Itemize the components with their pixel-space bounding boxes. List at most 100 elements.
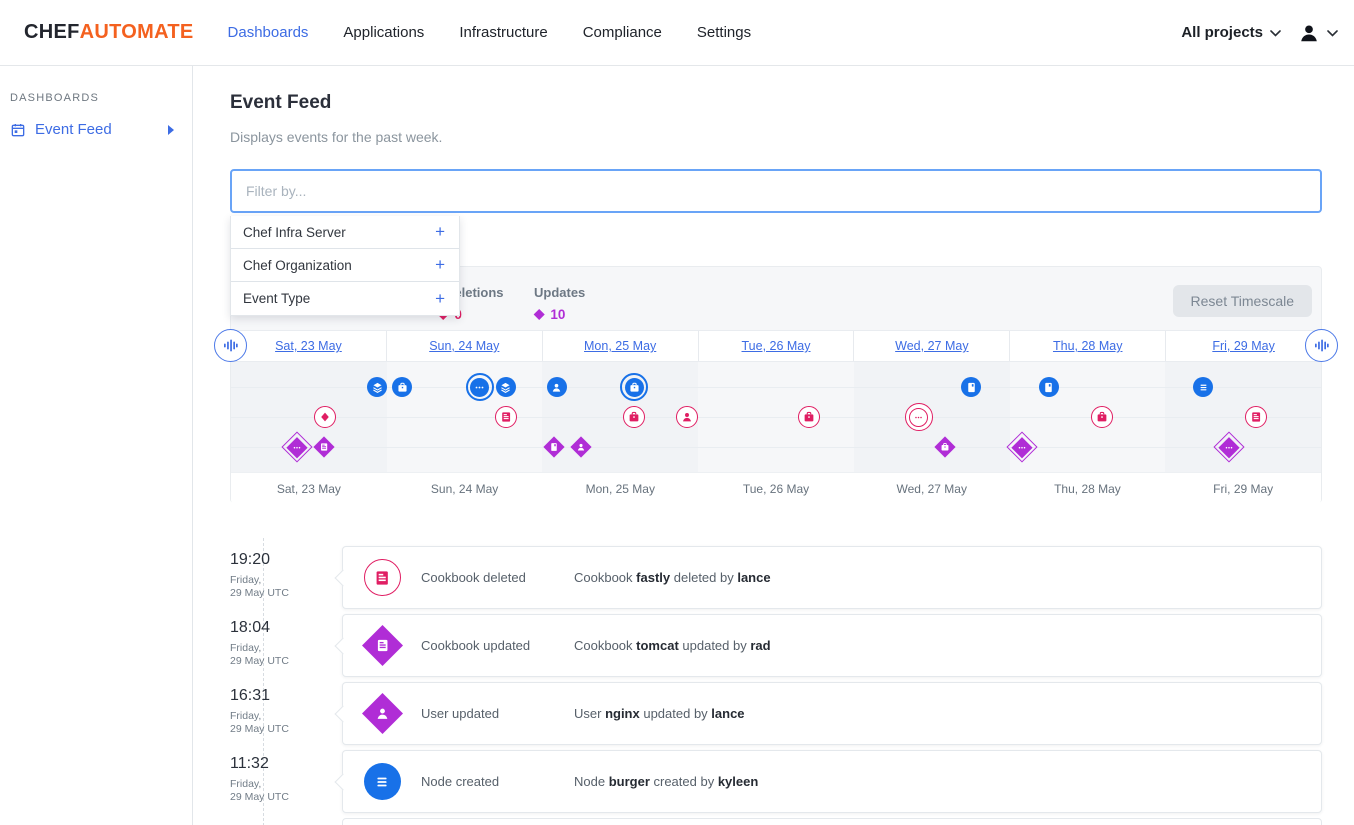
timeline-create-layers-icon[interactable]	[496, 377, 516, 397]
timeline-update-dots-icon[interactable]	[1218, 436, 1240, 458]
timeline-create-file-icon[interactable]	[961, 377, 981, 397]
event-time-day: Friday,29 May UTC	[230, 710, 342, 736]
event-time-day: Friday,29 May UTC	[230, 574, 342, 600]
day-axis-label: Thu, 28 May	[1054, 482, 1121, 496]
event-icon-wrap	[363, 627, 401, 665]
timeline-create-menu-icon[interactable]	[1193, 377, 1213, 397]
menu-created-icon	[364, 763, 401, 800]
day-axis-label: Sat, 23 May	[277, 482, 341, 496]
filter-option-event-type[interactable]: Event Type+	[231, 282, 459, 315]
timeline-create-layers-icon[interactable]	[367, 377, 387, 397]
feed-rows: 19:20Friday,29 May UTCCookbook deletedCo…	[230, 546, 1322, 813]
sidebar-item-event-feed[interactable]: Event Feed	[10, 121, 182, 138]
nav-item-applications[interactable]: Applications	[343, 24, 424, 41]
page-subtitle: Displays events for the past week.	[230, 129, 1322, 145]
day-link[interactable]: Fri, 29 May	[1212, 339, 1275, 353]
feed-row: 16:31 Friday,29 May UTCUser updatedUser n…	[230, 682, 1322, 745]
event-icon-wrap	[363, 763, 401, 801]
filter-option-chef-organization[interactable]: Chef Organization +	[231, 249, 459, 282]
plus-icon[interactable]: +	[435, 255, 445, 275]
page-title: Event Feed	[230, 92, 1322, 114]
day-axis-cell: Mon, 25 May	[542, 473, 698, 504]
timeline-create-dots-icon[interactable]	[466, 373, 494, 401]
day-link[interactable]: Tue, 26 May	[742, 339, 811, 353]
event-description: Cookbook tomcat updated by rad	[574, 638, 771, 653]
timeline-delete-book-icon[interactable]	[1245, 406, 1267, 428]
day-link[interactable]: Thu, 28 May	[1053, 339, 1122, 353]
nav-item-dashboards[interactable]: Dashboards	[228, 24, 309, 41]
timeline-create-person-icon[interactable]	[547, 377, 567, 397]
event-card: User updatedUser nginx updated by lance	[342, 682, 1322, 745]
stat-updates-label: Updates	[534, 285, 585, 300]
nav-item-settings[interactable]: Settings	[697, 24, 751, 41]
timeline-update-file-icon[interactable]	[546, 440, 561, 455]
event-type-label: Cookbook updated	[421, 638, 574, 653]
timeline-create-bag-icon[interactable]	[620, 373, 648, 401]
nav-item-infrastructure[interactable]: Infrastructure	[459, 24, 547, 41]
stat-updates: Updates ◆ 10	[534, 285, 585, 322]
reset-timescale-button[interactable]: Reset Timescale	[1173, 285, 1312, 317]
day-axis-cell: Sun, 24 May	[387, 473, 543, 504]
chevron-down-icon[interactable]	[1270, 30, 1281, 37]
projects-filter-label[interactable]: All projects	[1181, 24, 1263, 41]
timescale-zoom-left-button[interactable]	[214, 329, 247, 362]
timeline-delete-dots-icon[interactable]	[905, 403, 933, 431]
timeline-update-book-icon[interactable]	[316, 440, 331, 455]
calendar-icon	[10, 122, 26, 138]
day-link[interactable]: Wed, 27 May	[895, 339, 968, 353]
timeline-update-bag-icon[interactable]	[937, 440, 952, 455]
chevron-down-icon[interactable]	[1327, 30, 1338, 37]
feed-row: 19:20Friday,29 May UTCCookbook deletedCo…	[230, 546, 1322, 609]
day-header-cell: Thu, 28 May	[1010, 331, 1166, 361]
event-time-day: Friday,29 May UTC	[230, 642, 342, 668]
event-feed-list: 19:20Friday,29 May UTCCookbook deletedCo…	[230, 538, 1322, 825]
timeline-update-dots-icon[interactable]	[286, 436, 308, 458]
chef-automate-logo[interactable]: CHEFAUTOMATE	[24, 21, 194, 44]
filter-input[interactable]	[230, 169, 1322, 213]
timeline-delete-bag-icon[interactable]	[798, 406, 820, 428]
day-axis-label: Fri, 29 May	[1213, 482, 1273, 496]
day-link[interactable]: Sun, 24 May	[429, 339, 499, 353]
timescale-zoom-right-button[interactable]	[1305, 329, 1338, 362]
event-type-label: User updated	[421, 706, 574, 721]
day-axis-label: Tue, 26 May	[743, 482, 809, 496]
timeline-delete-databag-icon[interactable]	[314, 406, 336, 428]
event-time-hhmm: 11:32	[230, 755, 342, 773]
day-axis-cell: Sat, 23 May	[231, 473, 387, 504]
grid-line	[231, 447, 1321, 448]
book-updated-icon	[361, 625, 402, 666]
timeline-delete-bag-icon[interactable]	[623, 406, 645, 428]
sidebar-item-label: Event Feed	[35, 121, 112, 138]
filter-option-label: Chef Organization	[243, 258, 352, 273]
event-icon-wrap	[363, 559, 401, 597]
expand-arrow-icon[interactable]	[168, 125, 174, 135]
timeline-create-file-icon[interactable]	[1039, 377, 1059, 397]
timeline-day-header: Sat, 23 May Sun, 24 May Mon, 25 May Tue, 26…	[231, 330, 1321, 362]
event-card: Cookbook deletedCookbook fastly deleted …	[342, 546, 1322, 609]
timeline-update-person-icon[interactable]	[573, 440, 588, 455]
plus-icon[interactable]: +	[435, 222, 445, 242]
event-type-label: Node created	[421, 774, 574, 789]
timeline-update-dots-icon[interactable]	[1011, 436, 1033, 458]
timeline-day-axis: Sat, 23 May Sun, 24 MayMon, 25 May Tue, 26…	[231, 472, 1321, 504]
sidebar: DASHBOARDS Event Feed	[0, 66, 193, 825]
timeline-delete-bag-icon[interactable]	[1091, 406, 1113, 428]
event-time: 19:20Friday,29 May UTC	[230, 546, 342, 609]
timeline-delete-book-icon[interactable]	[495, 406, 517, 428]
filter-option-chef-infra-server[interactable]: Chef Infra Server+	[231, 216, 459, 249]
feed-row: 18:04Friday,29 May UTCCookbook updatedCo…	[230, 614, 1322, 677]
nav-item-compliance[interactable]: Compliance	[583, 24, 662, 41]
event-time-hhmm: 16:31	[230, 687, 342, 705]
day-link[interactable]: Mon, 25 May	[584, 339, 656, 353]
sidebar-heading: DASHBOARDS	[10, 92, 182, 104]
plus-icon[interactable]: +	[435, 289, 445, 309]
user-avatar-icon[interactable]	[1298, 22, 1320, 44]
timeline-create-bag-icon[interactable]	[392, 377, 412, 397]
event-icon-wrap	[363, 695, 401, 733]
timeline-delete-person-icon[interactable]	[676, 406, 698, 428]
nav-items: Dashboards Applications Infrastructure Comp…	[228, 24, 752, 41]
day-header-cell: Sun, 24 May	[387, 331, 543, 361]
event-card: Cookbook updatedCookbook tomcat updated …	[342, 614, 1322, 677]
day-link[interactable]: Sat, 23 May	[275, 339, 342, 353]
grid-line	[231, 417, 1321, 418]
